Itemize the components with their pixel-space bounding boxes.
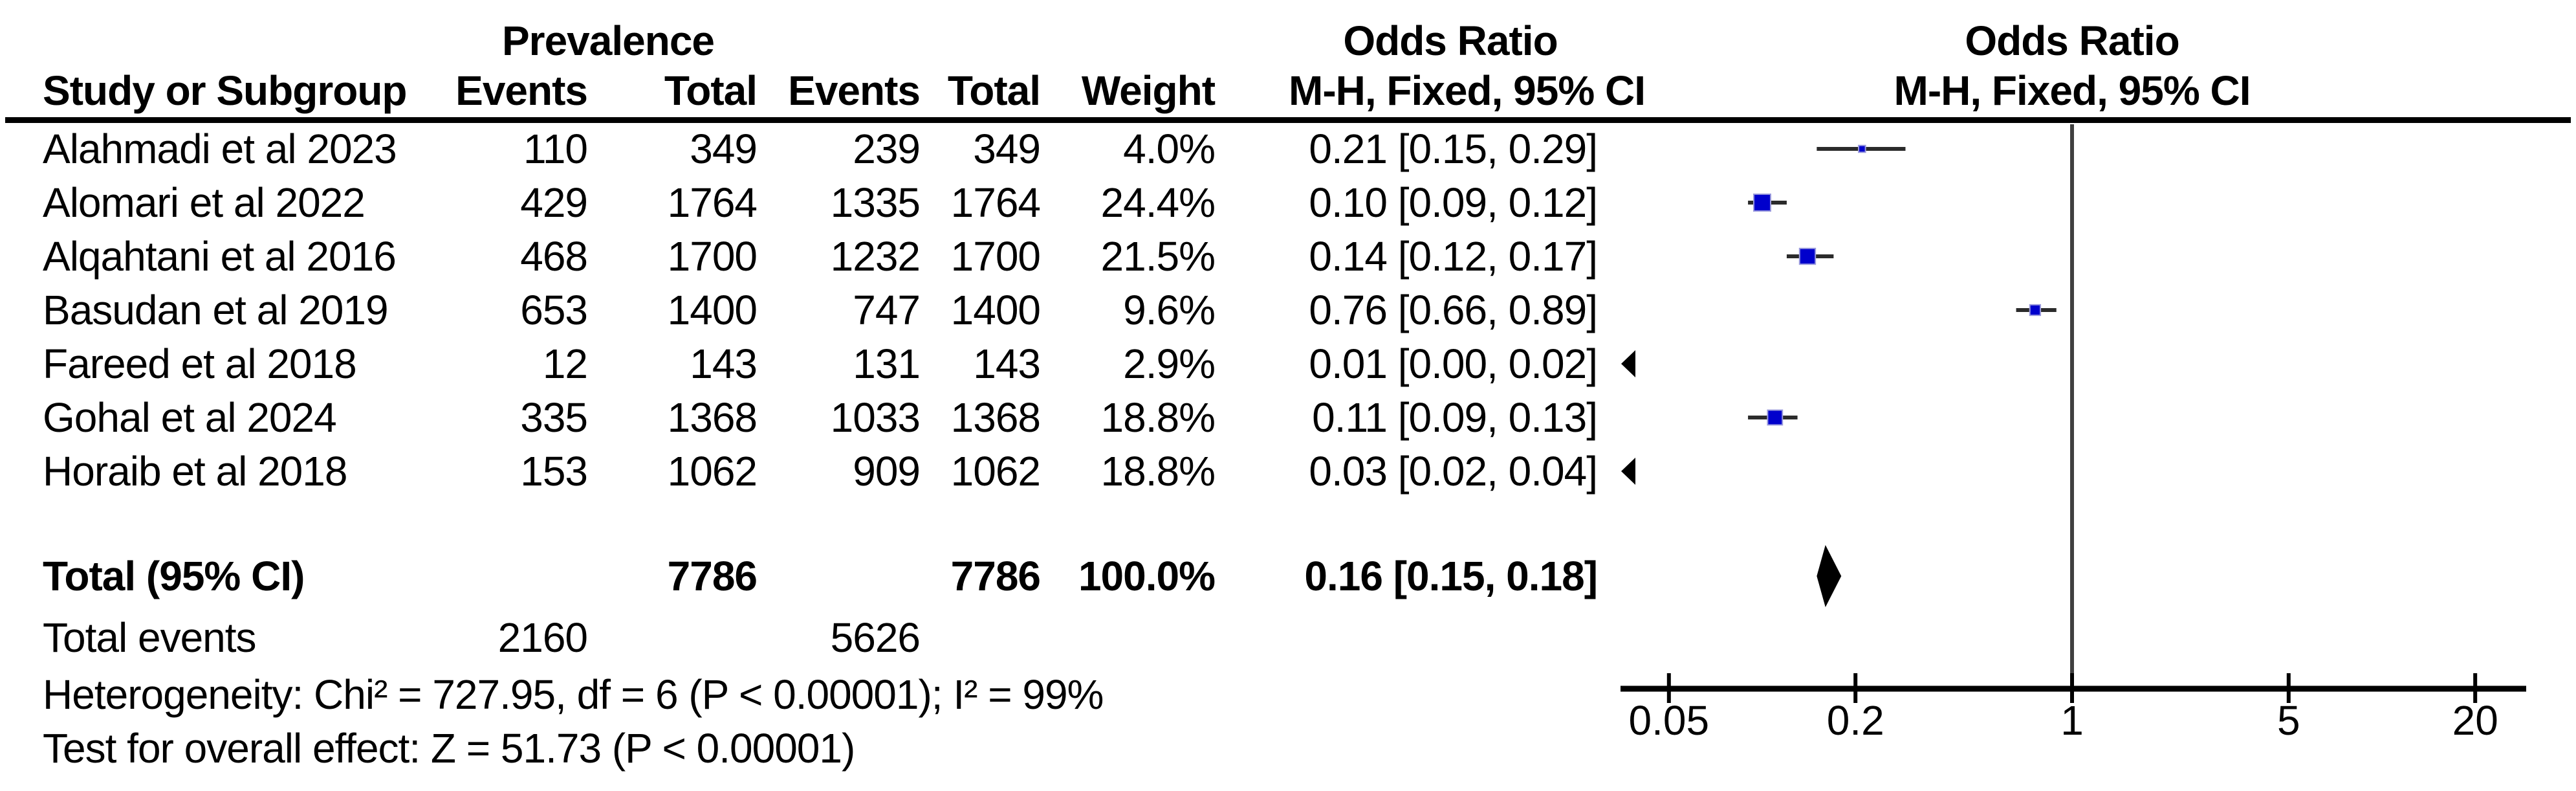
events2-value: 239	[853, 126, 921, 172]
study-label: Alomari et al 2022	[43, 179, 366, 226]
total1-value: 1368	[667, 394, 758, 441]
total2-value: 1764	[950, 179, 1041, 226]
table-row: Alomari et al 2022 429 1764 1335 1764 24…	[0, 177, 1656, 228]
or-marker	[1753, 194, 1771, 212]
weight-value: 21.5%	[1100, 233, 1216, 280]
study-label: Alahmadi et al 2023	[43, 126, 397, 172]
total-row-weight: 100.0%	[1078, 553, 1216, 599]
total-events-label: Total events	[43, 614, 257, 661]
events1-value: 468	[520, 233, 588, 280]
axis-tick-label: 0.2	[1827, 697, 1884, 744]
heterogeneity-note: Heterogeneity: Chi² = 727.95, df = 6 (P …	[43, 671, 1104, 718]
group-header-prevalence: Prevalence	[501, 17, 715, 64]
total1-value: 1764	[667, 179, 758, 226]
or-ci-value: 0.01 [0.00, 0.02]	[1309, 340, 1598, 387]
column-header-total2: Total	[947, 67, 1041, 114]
total-row-total1: 7786	[667, 553, 758, 599]
or-marker	[1767, 409, 1784, 426]
total-events-group1: 2160	[497, 614, 588, 661]
total2-value: 1400	[950, 287, 1041, 333]
table-row: Basudan et al 2019 653 1400 747 1400 9.6…	[0, 284, 1656, 336]
events1-value: 153	[520, 448, 588, 495]
total1-value: 1062	[667, 448, 758, 495]
table-row: Horaib et al 2018 153 1062 909 1062 18.8…	[0, 445, 1656, 497]
study-label: Fareed et al 2018	[43, 340, 357, 387]
events2-value: 747	[853, 287, 921, 333]
offscale-arrow-icon	[1621, 458, 1635, 485]
events1-value: 653	[520, 287, 588, 333]
column-header-events2: Events	[788, 67, 921, 114]
total-events-group2: 5626	[830, 614, 921, 661]
weight-value: 24.4%	[1100, 179, 1216, 226]
total-events-row: Total events 2160 5626	[0, 612, 1656, 663]
total-row: Total (95% CI) 7786 7786 100.0% 0.16 [0.…	[0, 550, 1656, 602]
total2-value: 349	[973, 126, 1041, 172]
weight-value: 18.8%	[1100, 394, 1216, 441]
events2-value: 1033	[830, 394, 921, 441]
or-ci-value: 0.14 [0.12, 0.17]	[1309, 233, 1598, 280]
total2-value: 143	[973, 340, 1041, 387]
weight-value: 9.6%	[1123, 287, 1216, 333]
total-row-or-ci: 0.16 [0.15, 0.18]	[1304, 553, 1598, 599]
weight-value: 2.9%	[1123, 340, 1216, 387]
axis-tick-label: 5	[2277, 697, 2300, 744]
or-ci-value: 0.11 [0.09, 0.13]	[1312, 394, 1598, 441]
column-header-events1: Events	[455, 67, 588, 114]
events1-value: 335	[520, 394, 588, 441]
table-row: Alahmadi et al 2023 110 349 239 349 4.0%…	[0, 123, 1656, 175]
column-header-mh-ci-text: M-H, Fixed, 95% CI	[1289, 67, 1646, 114]
study-label: Gohal et al 2024	[43, 394, 337, 441]
table-row: Alqahtani et al 2016 468 1700 1232 1700 …	[0, 230, 1656, 282]
events2-value: 1335	[830, 179, 921, 226]
weight-value: 4.0%	[1123, 126, 1216, 172]
or-marker	[2029, 304, 2042, 317]
or-ci-value: 0.21 [0.15, 0.29]	[1309, 126, 1598, 172]
axis-tick-label: 1	[2060, 697, 2084, 744]
column-header-mh-ci-plot: M-H, Fixed, 95% CI	[1894, 67, 2251, 114]
total2-value: 1368	[950, 394, 1041, 441]
total1-value: 1700	[667, 233, 758, 280]
overall-effect-note: Test for overall effect: Z = 51.73 (P < …	[43, 725, 855, 772]
column-header-total1: Total	[664, 67, 758, 114]
or-marker	[1798, 247, 1817, 265]
or-ci-value: 0.76 [0.66, 0.89]	[1309, 287, 1598, 333]
column-header-weight: Weight	[1081, 67, 1216, 114]
or-ci-value: 0.10 [0.09, 0.12]	[1309, 179, 1598, 226]
header-divider	[5, 117, 2571, 123]
events1-value: 12	[542, 340, 588, 387]
summary-diamond	[1817, 545, 1842, 607]
table-row: Gohal et al 2024 335 1368 1033 1368 18.8…	[0, 392, 1656, 443]
group-header-odds-ratio-plot: Odds Ratio	[1965, 17, 2179, 64]
events2-value: 1232	[830, 233, 921, 280]
total1-value: 143	[690, 340, 758, 387]
total2-value: 1062	[950, 448, 1041, 495]
or-marker	[1858, 144, 1866, 153]
study-label: Horaib et al 2018	[43, 448, 347, 495]
column-header-study: Study or Subgroup	[43, 67, 408, 114]
axis-tick-label: 20	[2452, 697, 2498, 744]
events1-value: 429	[520, 179, 588, 226]
group-header-odds-ratio-text: Odds Ratio	[1343, 17, 1558, 64]
total2-value: 1700	[950, 233, 1041, 280]
events2-value: 909	[853, 448, 921, 495]
total1-value: 1400	[667, 287, 758, 333]
weight-value: 18.8%	[1100, 448, 1216, 495]
total-row-label: Total (95% CI)	[43, 553, 305, 599]
study-label: Alqahtani et al 2016	[43, 233, 397, 280]
study-label: Basudan et al 2019	[43, 287, 389, 333]
total1-value: 349	[690, 126, 758, 172]
table-row: Fareed et al 2018 12 143 131 143 2.9% 0.…	[0, 338, 1656, 390]
events1-value: 110	[523, 126, 588, 172]
total-row-total2: 7786	[950, 553, 1041, 599]
offscale-arrow-icon	[1621, 350, 1635, 377]
or-ci-value: 0.03 [0.02, 0.04]	[1309, 448, 1598, 495]
axis-tick-label: 0.05	[1629, 697, 1710, 744]
events2-value: 131	[853, 340, 921, 387]
